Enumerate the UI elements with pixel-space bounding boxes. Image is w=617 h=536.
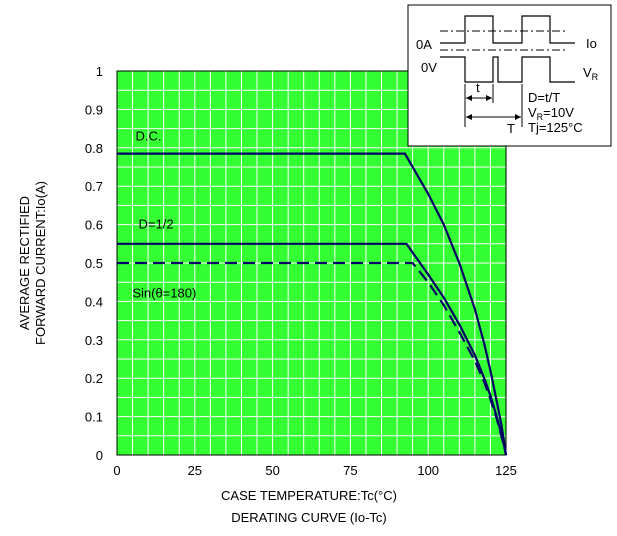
inset-frame	[407, 4, 612, 147]
y-tick-label: 0.4	[85, 294, 103, 309]
y-tick-label: 0.3	[85, 333, 103, 348]
inset-label-0v: 0V	[421, 60, 437, 75]
inset-label-0a: 0A	[416, 37, 432, 52]
y-tick-label: 0.7	[85, 179, 103, 194]
y-tick-label: 1	[96, 64, 103, 79]
y-axis-title-line2: FORWARD CURRENT:Io(A)	[33, 181, 48, 345]
inset-t-arrowhead-right	[486, 95, 492, 101]
inset-label-vr-sub: R	[592, 72, 599, 82]
y-tick-label: 0.6	[85, 218, 103, 233]
inset-voltage-wave	[440, 56, 575, 83]
inset-note-vr-sub: R	[537, 112, 544, 122]
inset-label-vr: VR	[583, 65, 599, 82]
y-tick-label: 0.1	[85, 410, 103, 425]
chart-caption: DERATING CURVE (Io-Tc)	[231, 510, 387, 525]
annotations: D.C. D=1/2 Sin(θ=180)	[132, 128, 196, 300]
inset-t-arrowhead-left	[466, 95, 472, 101]
series-label-d-1-2: D=1/2	[139, 217, 174, 232]
series-line-sin-180	[117, 261, 508, 456]
x-tick-label: 100	[417, 463, 439, 478]
y-tick-label: 0.9	[85, 102, 103, 117]
inset-note-tj: Tj=125°C	[528, 120, 583, 135]
inset-note-d: D=t/T	[528, 90, 560, 105]
series-line-d-c	[117, 152, 508, 456]
inset-label-t-big: T	[507, 121, 515, 136]
tick-labels: 0 25 50 75 100 125 0 0.1 0.2 0.3 0.4 0.5 0.6 0.7 0.8 0.…	[85, 64, 517, 478]
y-tick-label: 0.5	[85, 256, 103, 271]
inset-current-wave	[440, 15, 575, 44]
inset-T-arrowhead-left	[466, 114, 472, 120]
inset-T-arrowhead-right	[515, 114, 521, 120]
x-tick-label: 0	[113, 463, 120, 478]
inset-label-io: Io	[586, 36, 597, 51]
x-axis-title: CASE TEMPERATURE:Tc(°C)	[221, 488, 397, 503]
waveform-inset: 0A 0V Io VR t T D=t/T VR=10V Tj=125°C	[407, 4, 612, 147]
y-tick-label: 0	[96, 448, 103, 463]
x-tick-label: 75	[343, 463, 357, 478]
y-axis-title-line1: AVERAGE RECTIFIED	[17, 196, 32, 330]
x-tick-label: 25	[188, 463, 202, 478]
inset-note-vr: VR=10V	[528, 105, 574, 122]
y-tick-label: 0.2	[85, 371, 103, 386]
y-tick-label: 0.8	[85, 141, 103, 156]
series-label-d-c: D.C.	[135, 128, 161, 143]
series-layer	[117, 152, 508, 456]
series-label-sin-180: Sin(θ=180)	[132, 286, 196, 301]
inset-label-t-small: t	[476, 80, 480, 95]
x-tick-label: 125	[495, 463, 517, 478]
x-tick-label: 50	[265, 463, 279, 478]
